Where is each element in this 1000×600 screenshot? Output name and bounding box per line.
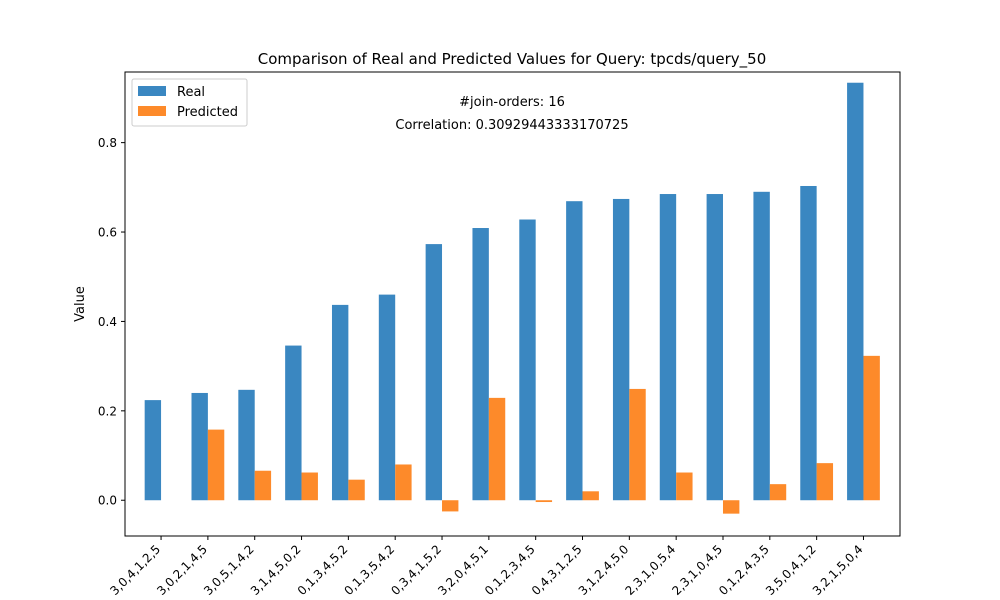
bar-predicted-12: [722, 500, 740, 514]
bar-predicted-1: [207, 429, 225, 501]
bar-real-14: [800, 185, 817, 501]
bar-real-9: [566, 201, 583, 501]
bar-predicted-6: [442, 500, 459, 512]
bar-predicted-11: [676, 472, 693, 501]
bar-real-2: [238, 389, 255, 501]
y-tick-label: 0.2: [98, 404, 117, 418]
y-axis-label: Value: [73, 286, 88, 322]
bar-predicted-5: [395, 464, 412, 501]
bar-real-6: [425, 244, 443, 501]
bar-predicted-4: [348, 479, 365, 501]
annotation-join-orders: #join-orders: 16: [459, 95, 565, 110]
legend-swatch-real: [138, 86, 166, 96]
bar-real-11: [659, 194, 677, 501]
bar-real-13: [753, 191, 770, 501]
bar-predicted-2: [254, 470, 272, 501]
bar-real-5: [378, 294, 396, 501]
annotation-correlation: Correlation: 0.30929443333170725: [395, 118, 628, 133]
bar-predicted-9: [582, 491, 599, 501]
legend-swatch-predicted: [138, 106, 166, 116]
y-tick-label: 0.0: [98, 494, 117, 508]
x-axis: 3,0,4,1,2,53,0,2,1,4,53,0,5,1,4,23,1,4,5…: [107, 536, 866, 598]
legend-label-predicted: Predicted: [177, 105, 238, 120]
bar-real-15: [847, 82, 864, 501]
bars-group: [144, 82, 880, 514]
plot-frame: [124, 71, 901, 537]
bar-predicted-7: [488, 397, 506, 501]
x-tick-label: 3,2,1,5,0,4: [810, 542, 866, 598]
legend: Real Predicted: [131, 78, 248, 127]
bar-predicted-10: [629, 388, 646, 501]
chart-title: Comparison of Real and Predicted Values …: [258, 50, 767, 69]
bar-predicted-8: [535, 500, 553, 503]
bar-real-4: [331, 304, 349, 501]
y-tick-label: 0.4: [98, 315, 117, 329]
bar-real-3: [285, 345, 302, 501]
bar-real-8: [519, 219, 536, 501]
bar-predicted-3: [301, 472, 318, 501]
bar-real-12: [706, 194, 723, 501]
bar-real-1: [191, 392, 208, 501]
bar-predicted-15: [863, 355, 880, 501]
bar-real-0: [144, 400, 162, 501]
bar-real-10: [612, 198, 630, 501]
bar-predicted-13: [769, 484, 787, 501]
legend-label-real: Real: [177, 85, 205, 100]
bar-predicted-14: [816, 463, 834, 501]
bar-real-7: [472, 228, 489, 501]
y-axis: 0.0 0.2 0.4 0.6 0.8: [98, 136, 125, 508]
y-tick-label: 0.8: [98, 136, 117, 150]
y-tick-label: 0.6: [98, 226, 117, 240]
